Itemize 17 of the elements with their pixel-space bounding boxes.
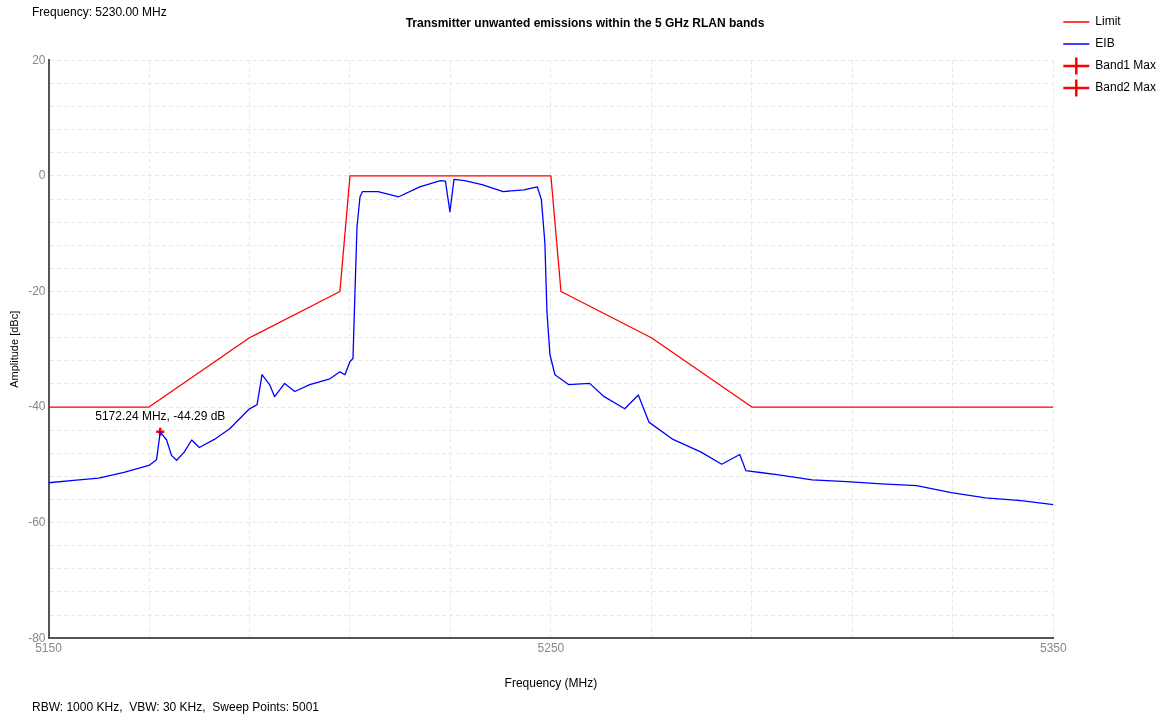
legend-label: Limit — [1095, 14, 1122, 29]
legend-label: EIB — [1095, 36, 1115, 51]
annotation: 5172.24 MHz, -44.29 dB — [95, 409, 226, 424]
y-tick-label: -60 — [28, 514, 46, 529]
y-tick-label: 20 — [32, 52, 46, 67]
legend-label: Band1 Max — [1095, 58, 1156, 73]
y-axis-title: Amplitude [dBc] — [7, 310, 20, 388]
x-tick-label: 5250 — [537, 640, 565, 655]
x-tick-label: 5350 — [1039, 640, 1067, 655]
legend-label: Band2 Max — [1095, 80, 1156, 95]
chart-title: Transmitter unwanted emissions within the 5 GHz RLAN bands — [405, 15, 765, 30]
x-axis-title: Frequency (MHz) — [504, 676, 598, 691]
text: Frequency: 5230.00 MHz — [32, 5, 167, 20]
y-tick-label: -20 — [28, 283, 46, 298]
text: RBW: 1000 KHz, VBW: 30 KHz, Sweep Points: 5001 — [32, 700, 320, 715]
y-tick-label: -40 — [28, 399, 46, 414]
y-tick-label: 0 — [38, 168, 46, 183]
